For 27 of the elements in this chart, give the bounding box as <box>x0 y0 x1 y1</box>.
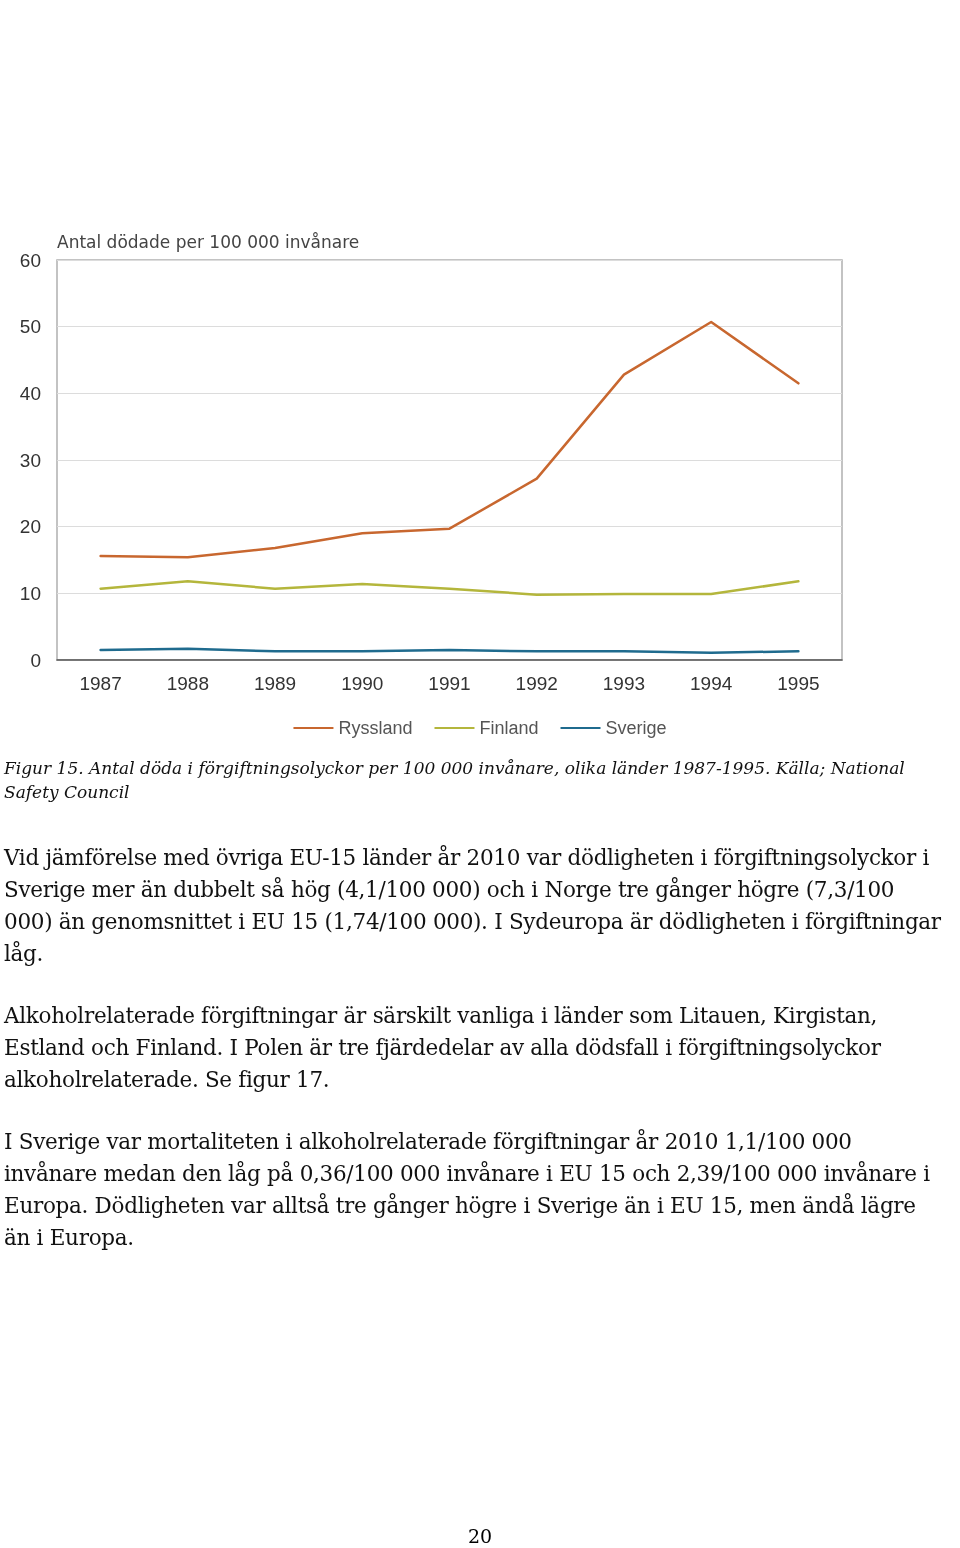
line-series <box>99 580 800 596</box>
x-tick-label: 1992 <box>515 673 558 694</box>
x-tick-label: 1993 <box>602 673 646 694</box>
x-tick-label: 1995 <box>777 673 820 694</box>
y-tick-label: 20 <box>19 516 41 538</box>
text: Figur 15. Antal döda i förgiftningsolyckor per 100 000 invånare, olika länder 1987-1995. Källa; National Safety Council <box>4 757 906 804</box>
x-tick-label: 1994 <box>690 673 733 694</box>
legend-label: Ryssland <box>338 718 413 738</box>
y-tick-label: 50 <box>19 316 41 338</box>
x-tick-label: 1989 <box>253 673 297 694</box>
text: Vid jämförelse med övriga EU-15 länder år 2010 var dödligheten i förgiftningsolyckor i Sverige mer än dubbelt så hög (4,1/100 000) och i Norge tre gånger högre (7,3/100 000) än genomsnittet i EU 15 (1,74/100 000). I Sydeuropa är dödligheten i förgiftningar låg. <box>4 844 942 968</box>
legend-label: Sverige <box>605 718 667 738</box>
legend-label: Finland <box>479 718 539 738</box>
x-tick-label: 1987 <box>79 673 122 694</box>
y-tick-label: 40 <box>19 382 41 404</box>
y-tick-label: 30 <box>19 449 41 471</box>
y-tick-label: 60 <box>19 249 41 271</box>
y-axis-title: Antal dödade per 100 000 invånare <box>57 231 360 252</box>
text: I Sverige var mortaliteten i alkoholrelaterade förgiftningar år 2010 1,1/100 000 invånare medan den låg på 0,36/100 000 invånare i EU 15 och 2,39/100 000 invånare i Europa. Dödligheten var alltså tre gånger högre i Sverige än i EU 15, men ändå lägre än i Europa. <box>4 1128 931 1252</box>
y-tick-label: 0 <box>30 649 41 671</box>
text: Alkoholrelaterade förgiftningar är särskilt vanliga i länder som Litauen, Kirgistan, Estland och Finland. I Polen är tre fjärdedelar av alla dödsfall i förgiftningsolyckor alkoholrelaterade. Se figur 17. <box>4 1002 882 1094</box>
text: 20 <box>466 1525 494 1547</box>
x-tick-label: 1990 <box>341 673 384 694</box>
y-tick-label: 10 <box>19 582 41 604</box>
x-tick-label: 1991 <box>428 673 471 694</box>
line-series <box>99 320 800 559</box>
x-tick-label: 1988 <box>166 673 209 694</box>
